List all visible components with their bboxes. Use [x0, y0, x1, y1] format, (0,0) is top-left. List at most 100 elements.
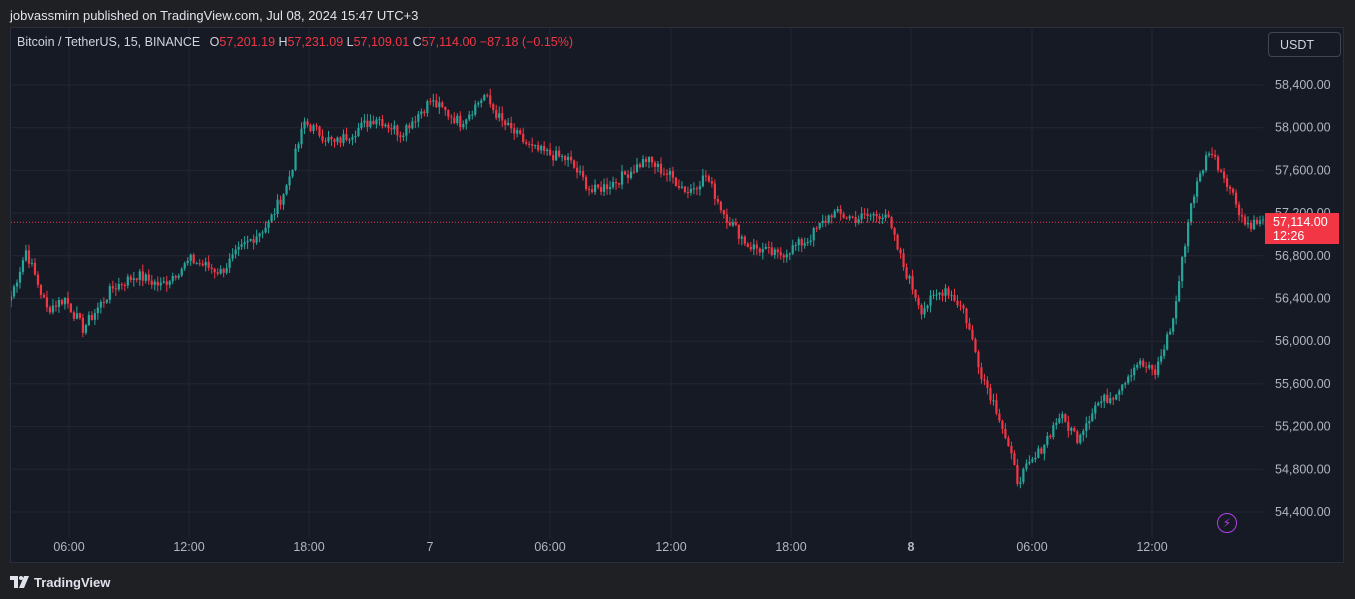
candle-body — [1133, 367, 1136, 376]
time-axis-label: 7 — [427, 540, 434, 554]
candle-body — [138, 271, 141, 280]
candle-body — [189, 254, 192, 261]
price-axis-label: 58,400.00 — [1275, 78, 1331, 92]
candle-body — [375, 119, 378, 125]
candle-body — [629, 171, 633, 178]
candle-body — [108, 286, 111, 300]
candle-body — [851, 216, 854, 218]
candle-body — [680, 186, 684, 188]
candle-body — [761, 248, 764, 253]
candle-body — [929, 295, 932, 306]
candle-body — [417, 114, 420, 122]
candle-body — [641, 159, 645, 168]
brand-name: TradingView — [34, 574, 111, 590]
lightning-icon[interactable]: ⚡ — [1217, 513, 1237, 533]
candle-body — [1031, 459, 1034, 462]
candle-body — [938, 292, 941, 295]
candle-body — [1142, 360, 1145, 367]
candles — [11, 88, 1271, 489]
candle-body — [1160, 355, 1163, 362]
candle-body — [809, 240, 812, 242]
time-axis-label: 18:00 — [293, 540, 324, 554]
price-axis-label: 58,000.00 — [1275, 121, 1331, 135]
candle-body — [267, 221, 270, 228]
candle-body — [779, 252, 782, 256]
candle-body — [848, 216, 851, 219]
grid-lines — [11, 28, 1263, 538]
candle-body — [21, 260, 25, 272]
candle-body — [360, 122, 363, 129]
candle-body — [441, 102, 444, 108]
currency-button[interactable]: USDT — [1268, 32, 1341, 57]
time-axis-label: 8 — [908, 540, 915, 554]
candle-body — [69, 303, 73, 313]
candle-body — [39, 285, 43, 295]
candle-body — [1094, 405, 1097, 414]
candle-body — [363, 120, 366, 123]
candle-body — [674, 177, 678, 186]
candle-body — [54, 305, 58, 307]
publish-info: jobvassmirn published on TradingView.com… — [10, 8, 419, 23]
candle-body — [1076, 431, 1079, 443]
candle-body — [312, 125, 315, 132]
candle-body — [12, 286, 16, 297]
candle-body — [156, 281, 159, 286]
candle-body — [1151, 365, 1154, 370]
candle-body — [102, 302, 105, 304]
candle-body — [1222, 171, 1226, 179]
candle-body — [1082, 431, 1085, 435]
candle-body — [887, 214, 890, 218]
candle-body — [677, 185, 681, 188]
candle-body — [519, 130, 522, 134]
close-value: 57,114.00 — [421, 35, 477, 49]
candle-body — [195, 263, 198, 265]
candle-body — [462, 124, 465, 128]
candle-body — [150, 280, 153, 285]
candle-body — [1139, 360, 1142, 365]
candle-body — [567, 156, 570, 161]
candle-body — [372, 120, 375, 125]
candle-body — [959, 305, 962, 307]
candle-body — [992, 400, 995, 402]
candle-body — [1043, 444, 1046, 454]
candle-body — [66, 297, 70, 304]
candle-body — [776, 249, 779, 253]
symbol-label[interactable]: Bitcoin / TetherUS, 15, BINANCE — [17, 35, 201, 49]
candle-body — [480, 100, 483, 104]
candle-body — [345, 134, 348, 140]
candle-body — [1201, 170, 1205, 174]
candle-body — [1204, 155, 1208, 171]
candle-body — [216, 272, 219, 274]
candle-body — [111, 286, 114, 289]
candle-body — [486, 95, 489, 97]
candle-body — [51, 305, 55, 313]
candle-body — [1121, 384, 1124, 391]
candle-body — [1028, 461, 1031, 464]
candle-body — [123, 285, 126, 287]
candle-body — [276, 199, 279, 215]
candle-body — [1061, 414, 1064, 419]
candle-body — [737, 224, 740, 239]
candle-body — [863, 213, 866, 215]
candle-body — [303, 121, 306, 129]
candle-body — [653, 162, 657, 167]
candle-body — [1004, 428, 1007, 439]
tradingview-brand[interactable]: TradingView — [10, 573, 110, 591]
candle-body — [971, 329, 974, 340]
candlestick-chart[interactable]: 58,400.0058,000.0057,600.0057,200.0056,8… — [11, 28, 1343, 562]
candle-body — [626, 174, 630, 178]
candle-body — [555, 150, 558, 161]
candle-body — [722, 210, 725, 215]
candle-body — [1091, 413, 1094, 422]
candle-body — [240, 244, 243, 247]
candle-body — [234, 249, 237, 255]
candle-body — [528, 143, 531, 145]
candle-body — [1178, 281, 1181, 302]
chart-panel[interactable]: 58,400.0058,000.0057,600.0057,200.0056,8… — [10, 27, 1344, 563]
candle-body — [902, 253, 905, 268]
candle-body — [72, 312, 75, 319]
candle-body — [213, 269, 216, 273]
candle-body — [914, 289, 917, 298]
candle-body — [932, 294, 935, 296]
price-axis-label: 55,200.00 — [1275, 420, 1331, 434]
